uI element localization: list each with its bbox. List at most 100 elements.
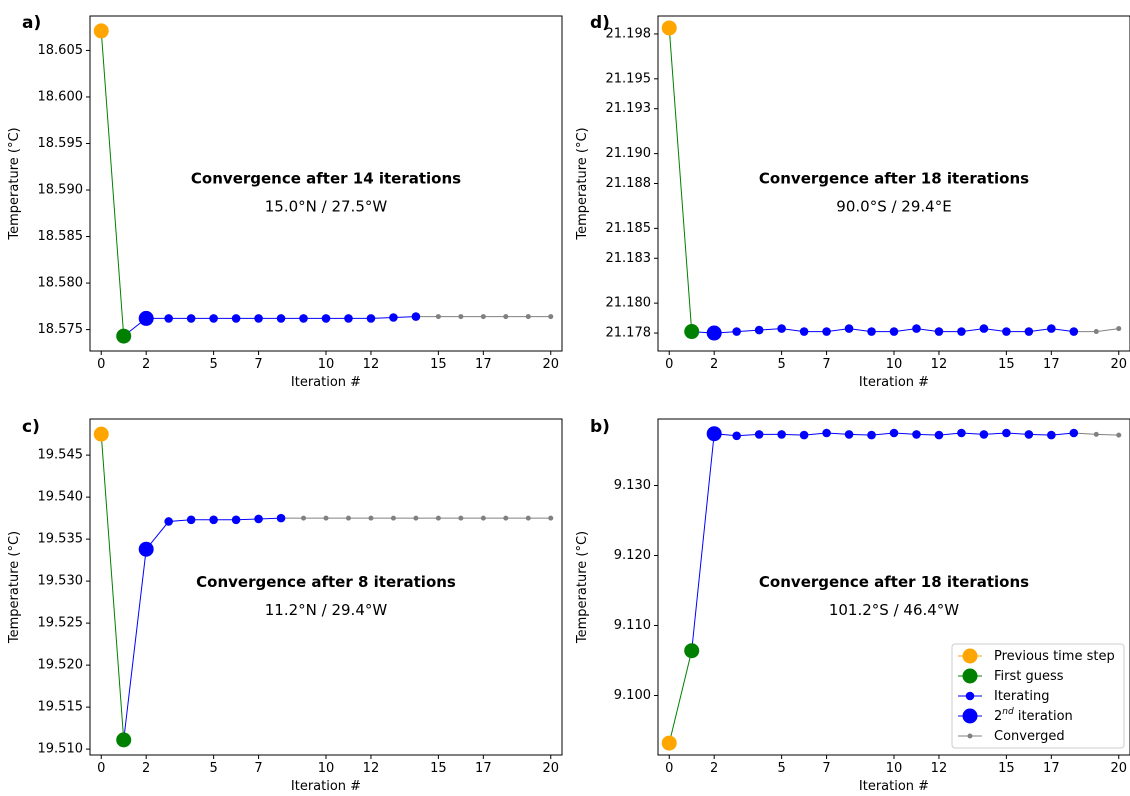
y-tick-label: 19.535	[38, 532, 84, 547]
x-axis-label: Iteration #	[291, 779, 361, 794]
plot-area	[661, 426, 1122, 751]
first-guess-point	[684, 324, 700, 340]
iterating-point	[344, 314, 353, 323]
x-tick-label: 15	[998, 357, 1015, 372]
y-tick-label: 19.520	[38, 658, 84, 673]
y-tick-label: 9.100	[614, 688, 651, 703]
x-axis-label: Iteration #	[859, 779, 929, 794]
x-tick-label: 17	[1043, 761, 1060, 776]
converged-point	[1093, 431, 1099, 437]
location-label: 101.2°S / 46.4°W	[829, 601, 959, 619]
converged-point	[525, 515, 531, 521]
converged-point	[1093, 329, 1099, 335]
x-tick-label: 20	[542, 357, 559, 372]
chart-panel: b) 0 2 5 7 10 12 15 17 20 9.100 9.110 9.120 9.130 Iter…	[575, 417, 1130, 794]
iterating-point	[1069, 327, 1079, 336]
x-axis-label: Iteration #	[291, 375, 361, 390]
y-tick-label: 9.130	[614, 478, 651, 493]
y-tick-label: 18.590	[38, 183, 84, 198]
converged-point	[345, 515, 351, 521]
x-tick-label: 17	[475, 357, 492, 372]
y-tick-label: 9.110	[614, 618, 651, 633]
converged-point	[480, 314, 486, 320]
panel-label: a)	[22, 13, 41, 33]
x-tick-label: 5	[777, 761, 785, 776]
converged-point	[503, 314, 509, 320]
x-tick-label: 2	[710, 761, 718, 776]
iterating-point	[389, 313, 398, 322]
y-tick-label: 21.188	[606, 176, 652, 191]
legend-box	[951, 643, 1125, 749]
iterating-point	[186, 515, 196, 525]
second-iteration-point	[706, 325, 722, 341]
x-tick-label: 2	[142, 357, 150, 372]
legend-label: 2nd iteration	[994, 707, 1073, 724]
y-tick-label: 19.545	[38, 448, 84, 463]
iterating-point	[934, 327, 944, 336]
y-tick-label: 19.530	[38, 574, 84, 589]
second-iteration-point	[138, 310, 154, 326]
y-axis-label: Temperature (°C)	[575, 127, 590, 240]
y-tick-label: 18.605	[38, 43, 84, 58]
iterating-point	[276, 513, 286, 523]
iterating-point	[231, 515, 241, 525]
previous-step-point	[661, 20, 677, 36]
location-label: 15.0°N / 27.5°W	[265, 198, 388, 216]
x-tick-label: 2	[142, 761, 150, 776]
iterating-point	[957, 327, 966, 336]
x-tick-label: 5	[209, 357, 217, 372]
convergence-title: Convergence after 18 iterations	[759, 573, 1029, 591]
y-tick-label: 18.580	[38, 276, 84, 291]
iterating-point	[164, 517, 173, 526]
x-tick-label: 10	[886, 761, 903, 776]
iterating-point	[732, 431, 741, 441]
convergence-title: Convergence after 8 iterations	[196, 573, 456, 591]
x-tick-label: 7	[822, 357, 830, 372]
iterating-point	[209, 515, 218, 525]
legend-label: Previous time step	[994, 649, 1115, 664]
iterating-point	[979, 430, 989, 439]
y-tick-label: 18.595	[38, 136, 84, 151]
plot-area	[661, 20, 1122, 341]
y-tick-label: 21.190	[606, 146, 652, 161]
iterating-point	[799, 430, 809, 440]
iterating-point	[276, 314, 286, 323]
first-guess-line	[100, 434, 125, 740]
iterating-line	[691, 328, 1074, 334]
legend-marker	[962, 708, 978, 724]
x-tick-label: 0	[665, 761, 673, 776]
iterating-point	[254, 514, 263, 524]
iterating-point	[912, 430, 921, 439]
y-tick-label: 21.198	[606, 26, 652, 41]
first-guess-line	[668, 650, 693, 744]
y-tick-label: 21.180	[606, 296, 652, 311]
iterating-point	[366, 314, 376, 323]
converged-point	[1116, 432, 1122, 438]
iterating-point	[209, 314, 218, 323]
x-tick-label: 15	[998, 761, 1015, 776]
converged-point	[548, 515, 554, 521]
iterating-point	[231, 314, 241, 323]
x-tick-label: 20	[1110, 357, 1127, 372]
x-tick-label: 7	[254, 357, 262, 372]
converged-point	[323, 515, 329, 521]
previous-step-point	[93, 426, 109, 442]
converged-point	[458, 314, 464, 320]
previous-step-point	[661, 735, 677, 751]
location-label: 11.2°N / 29.4°W	[265, 601, 388, 619]
first-guess-point	[116, 732, 132, 748]
iterating-point	[299, 314, 308, 323]
iterating-point	[1002, 327, 1011, 336]
iterating-point	[822, 327, 831, 336]
converged-point	[458, 515, 464, 521]
y-tick-label: 19.515	[38, 700, 84, 715]
x-tick-label: 0	[97, 357, 105, 372]
iterating-point	[822, 428, 831, 438]
iterating-point	[889, 327, 899, 336]
x-tick-label: 20	[1110, 761, 1127, 776]
y-tick-label: 19.510	[38, 742, 84, 757]
x-tick-label: 12	[363, 761, 380, 776]
plot-area	[93, 426, 554, 748]
x-tick-label: 12	[931, 761, 948, 776]
